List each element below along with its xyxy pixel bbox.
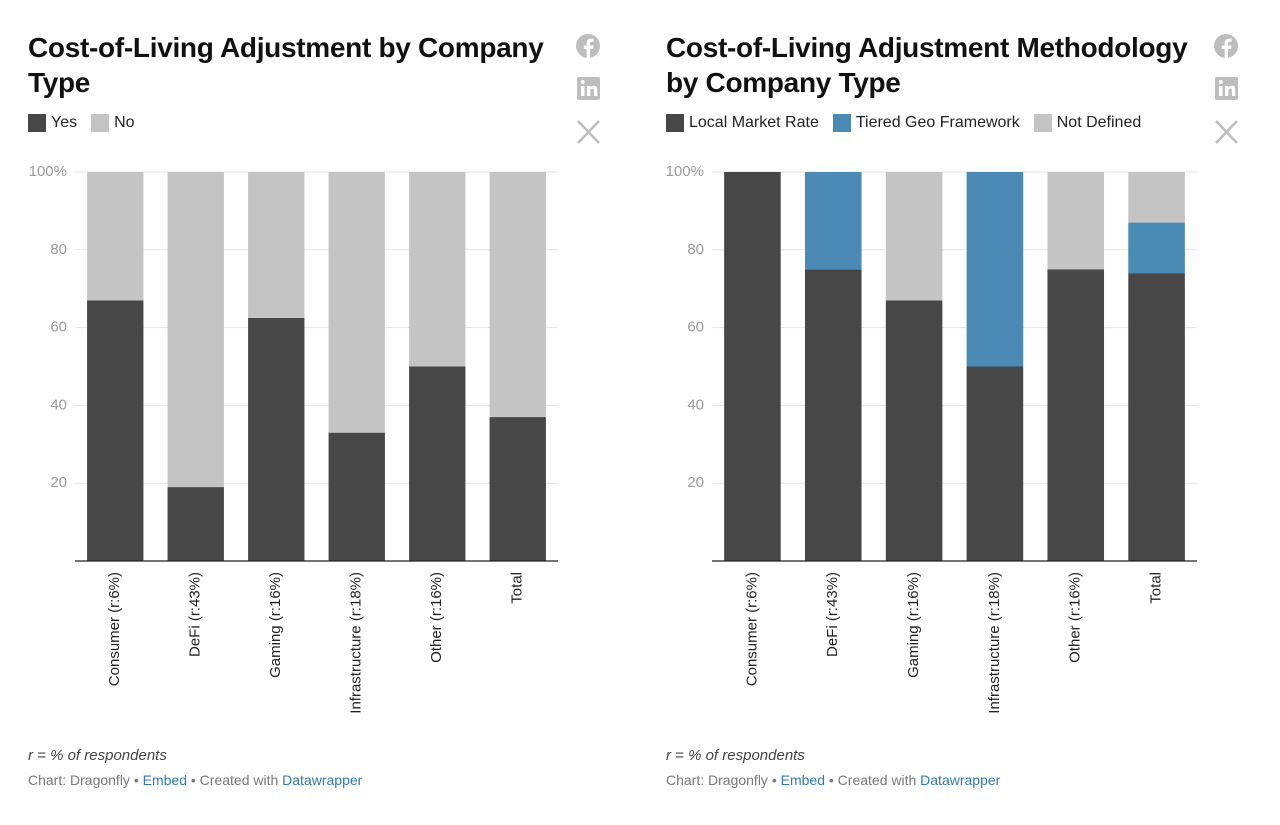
created-with: Created with xyxy=(837,772,917,788)
legend-label: Yes xyxy=(51,114,78,131)
chart-source: Chart: Dragonfly • Embed • Created with … xyxy=(666,772,1000,788)
y-tick-label: 20 xyxy=(687,474,704,491)
legend-item: Local Market Rate xyxy=(666,114,819,132)
legend-label: Not Defined xyxy=(1056,114,1142,131)
bar-segment xyxy=(409,172,466,367)
created-with: Created with xyxy=(199,772,279,788)
chart-note: r = % of respondents xyxy=(666,747,805,764)
y-tick-label: 60 xyxy=(687,319,704,336)
separator: • xyxy=(828,772,834,788)
legend-swatch xyxy=(91,114,110,132)
bar-segment xyxy=(87,300,144,561)
x-tick-label: Consumer (r:6%) xyxy=(743,572,760,686)
y-tick-label: 20 xyxy=(50,474,67,491)
x-tick-label: Infrastructure (r:18%) xyxy=(348,572,365,714)
separator: • xyxy=(190,772,196,788)
bar-segment xyxy=(1128,273,1185,561)
chart-note: r = % of respondents xyxy=(28,747,167,764)
y-tick-label: 80 xyxy=(687,241,704,258)
legend-item: Not Defined xyxy=(1033,114,1142,132)
x-tick-label: Gaming (r:16%) xyxy=(905,572,922,678)
bar-segment xyxy=(724,172,781,561)
x-tick-label: Other (r:16%) xyxy=(1067,572,1084,663)
bar-segment xyxy=(328,172,385,433)
x-tick-label: Infrastructure (r:18%) xyxy=(986,572,1003,714)
bar-segment xyxy=(1128,222,1185,274)
bar-segment xyxy=(167,172,224,488)
x-tick-label: DeFi (r:43%) xyxy=(187,572,204,657)
legend-label: Local Market Rate xyxy=(689,114,819,131)
legend-label: No xyxy=(114,114,135,131)
bar-segment xyxy=(489,417,546,561)
y-tick-label: 80 xyxy=(50,241,67,258)
y-tick-label: 40 xyxy=(50,396,67,413)
share-icons xyxy=(576,34,1238,144)
x-tick-label: Total xyxy=(509,572,526,604)
bar-segment xyxy=(966,366,1024,561)
facebook-icon[interactable] xyxy=(576,34,600,58)
x-tick-label: Other (r:16%) xyxy=(428,572,445,663)
x-tick-label: DeFi (r:43%) xyxy=(824,572,841,657)
bar-segment xyxy=(966,172,1024,367)
bar-segment xyxy=(1128,172,1185,223)
y-tick-label: 100% xyxy=(666,163,704,180)
linkedin-icon[interactable] xyxy=(1215,77,1238,100)
legend-swatch xyxy=(28,114,46,132)
y-tick-label: 60 xyxy=(50,319,67,336)
separator: • xyxy=(771,772,777,788)
bar-segment xyxy=(409,366,466,561)
bar-segment xyxy=(885,300,943,561)
bar-segment xyxy=(248,317,305,561)
chart-source: Chart: Dragonfly • Embed • Created with … xyxy=(28,772,362,788)
linkedin-icon[interactable] xyxy=(577,77,600,100)
bar-segment xyxy=(1047,172,1105,270)
credit-link[interactable]: Datawrapper xyxy=(920,772,1001,788)
embed-link[interactable]: Embed xyxy=(780,772,825,788)
legend-swatch xyxy=(666,114,684,132)
x-tick-label: Gaming (r:16%) xyxy=(267,572,284,678)
chart-title: Cost-of-Living Adjustment Methodology by… xyxy=(666,32,1188,98)
x-icon[interactable] xyxy=(577,120,600,144)
source: Chart: Dragonfly xyxy=(666,772,768,788)
source: Chart: Dragonfly xyxy=(28,772,130,788)
bar-segment xyxy=(248,172,305,318)
bar-segment xyxy=(167,487,224,561)
legend-item: No xyxy=(91,114,135,132)
facebook-icon[interactable] xyxy=(1214,34,1238,58)
separator: • xyxy=(133,772,139,788)
chart-title: Cost-of-Living Adjustment by Company Typ… xyxy=(28,32,544,98)
legend-swatch xyxy=(832,114,851,132)
bar-segment xyxy=(328,432,385,561)
legend-item: Yes xyxy=(28,114,77,132)
x-icon[interactable] xyxy=(1215,120,1238,144)
embed-link[interactable]: Embed xyxy=(142,772,187,788)
y-tick-label: 40 xyxy=(687,396,704,413)
bar-segment xyxy=(87,172,144,301)
bar-segment xyxy=(489,172,546,418)
legend-swatch xyxy=(1033,114,1052,132)
bar-segment xyxy=(885,172,943,301)
y-tick-label: 100% xyxy=(29,163,67,180)
bar-segment xyxy=(804,172,862,270)
legend: Yes No xyxy=(28,114,135,132)
legend: Local Market Rate Tiered Geo Framework Not… xyxy=(666,114,1141,132)
bar-segment xyxy=(1047,269,1105,561)
x-tick-label: Consumer (r:6%) xyxy=(106,572,123,686)
credit-link[interactable]: Datawrapper xyxy=(282,772,363,788)
x-tick-label: Total xyxy=(1148,572,1165,604)
bar-segment xyxy=(804,269,862,561)
legend-item: Tiered Geo Framework xyxy=(832,114,1020,132)
legend-label: Tiered Geo Framework xyxy=(855,114,1020,131)
